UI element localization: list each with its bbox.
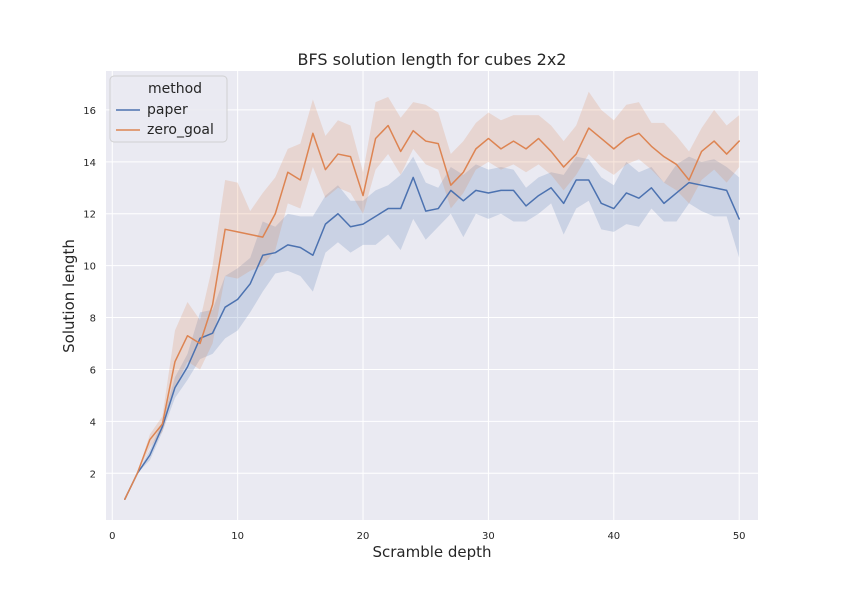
series-line-zero-goal <box>124 124 740 500</box>
y-tick-label: 6 <box>90 365 96 376</box>
y-tick-label: 16 <box>83 106 96 117</box>
x-tick-label: 20 <box>357 531 370 542</box>
x-tick-label: 40 <box>607 531 620 542</box>
x-tick-labels: 0 10 20 30 40 50 <box>109 531 745 542</box>
y-tick-label: 2 <box>90 469 96 480</box>
x-axis-label: Scramble depth <box>372 543 491 561</box>
x-tick-label: 30 <box>482 531 495 542</box>
x-tick-label: 50 <box>733 531 746 542</box>
legend-label-zero-goal: zero_goal <box>147 122 214 138</box>
legend-title: method <box>148 81 202 97</box>
y-axis-label: Solution length <box>60 239 78 353</box>
y-tick-label: 4 <box>90 417 96 428</box>
legend-label-paper: paper <box>147 102 188 118</box>
y-tick-label: 8 <box>90 314 96 325</box>
series-line-paper <box>124 176 740 500</box>
confidence-band-zero-goal <box>124 91 740 500</box>
legend-box <box>109 75 228 143</box>
series-lines <box>124 124 740 500</box>
y-tick-label: 10 <box>83 262 96 273</box>
grid-lines <box>106 71 758 520</box>
x-tick-label: 10 <box>231 531 244 542</box>
y-tick-label: 14 <box>83 158 96 169</box>
x-tick-label: 0 <box>109 531 115 542</box>
confidence-band-paper <box>124 156 740 500</box>
y-tick-label: 12 <box>83 210 96 221</box>
chart-title: BFS solution length for cubes 2x2 <box>298 50 567 69</box>
y-tick-labels: 2 4 6 8 10 12 14 16 <box>83 106 96 480</box>
confidence-bands <box>124 91 740 500</box>
legend: method paper zero_goal <box>109 75 228 143</box>
